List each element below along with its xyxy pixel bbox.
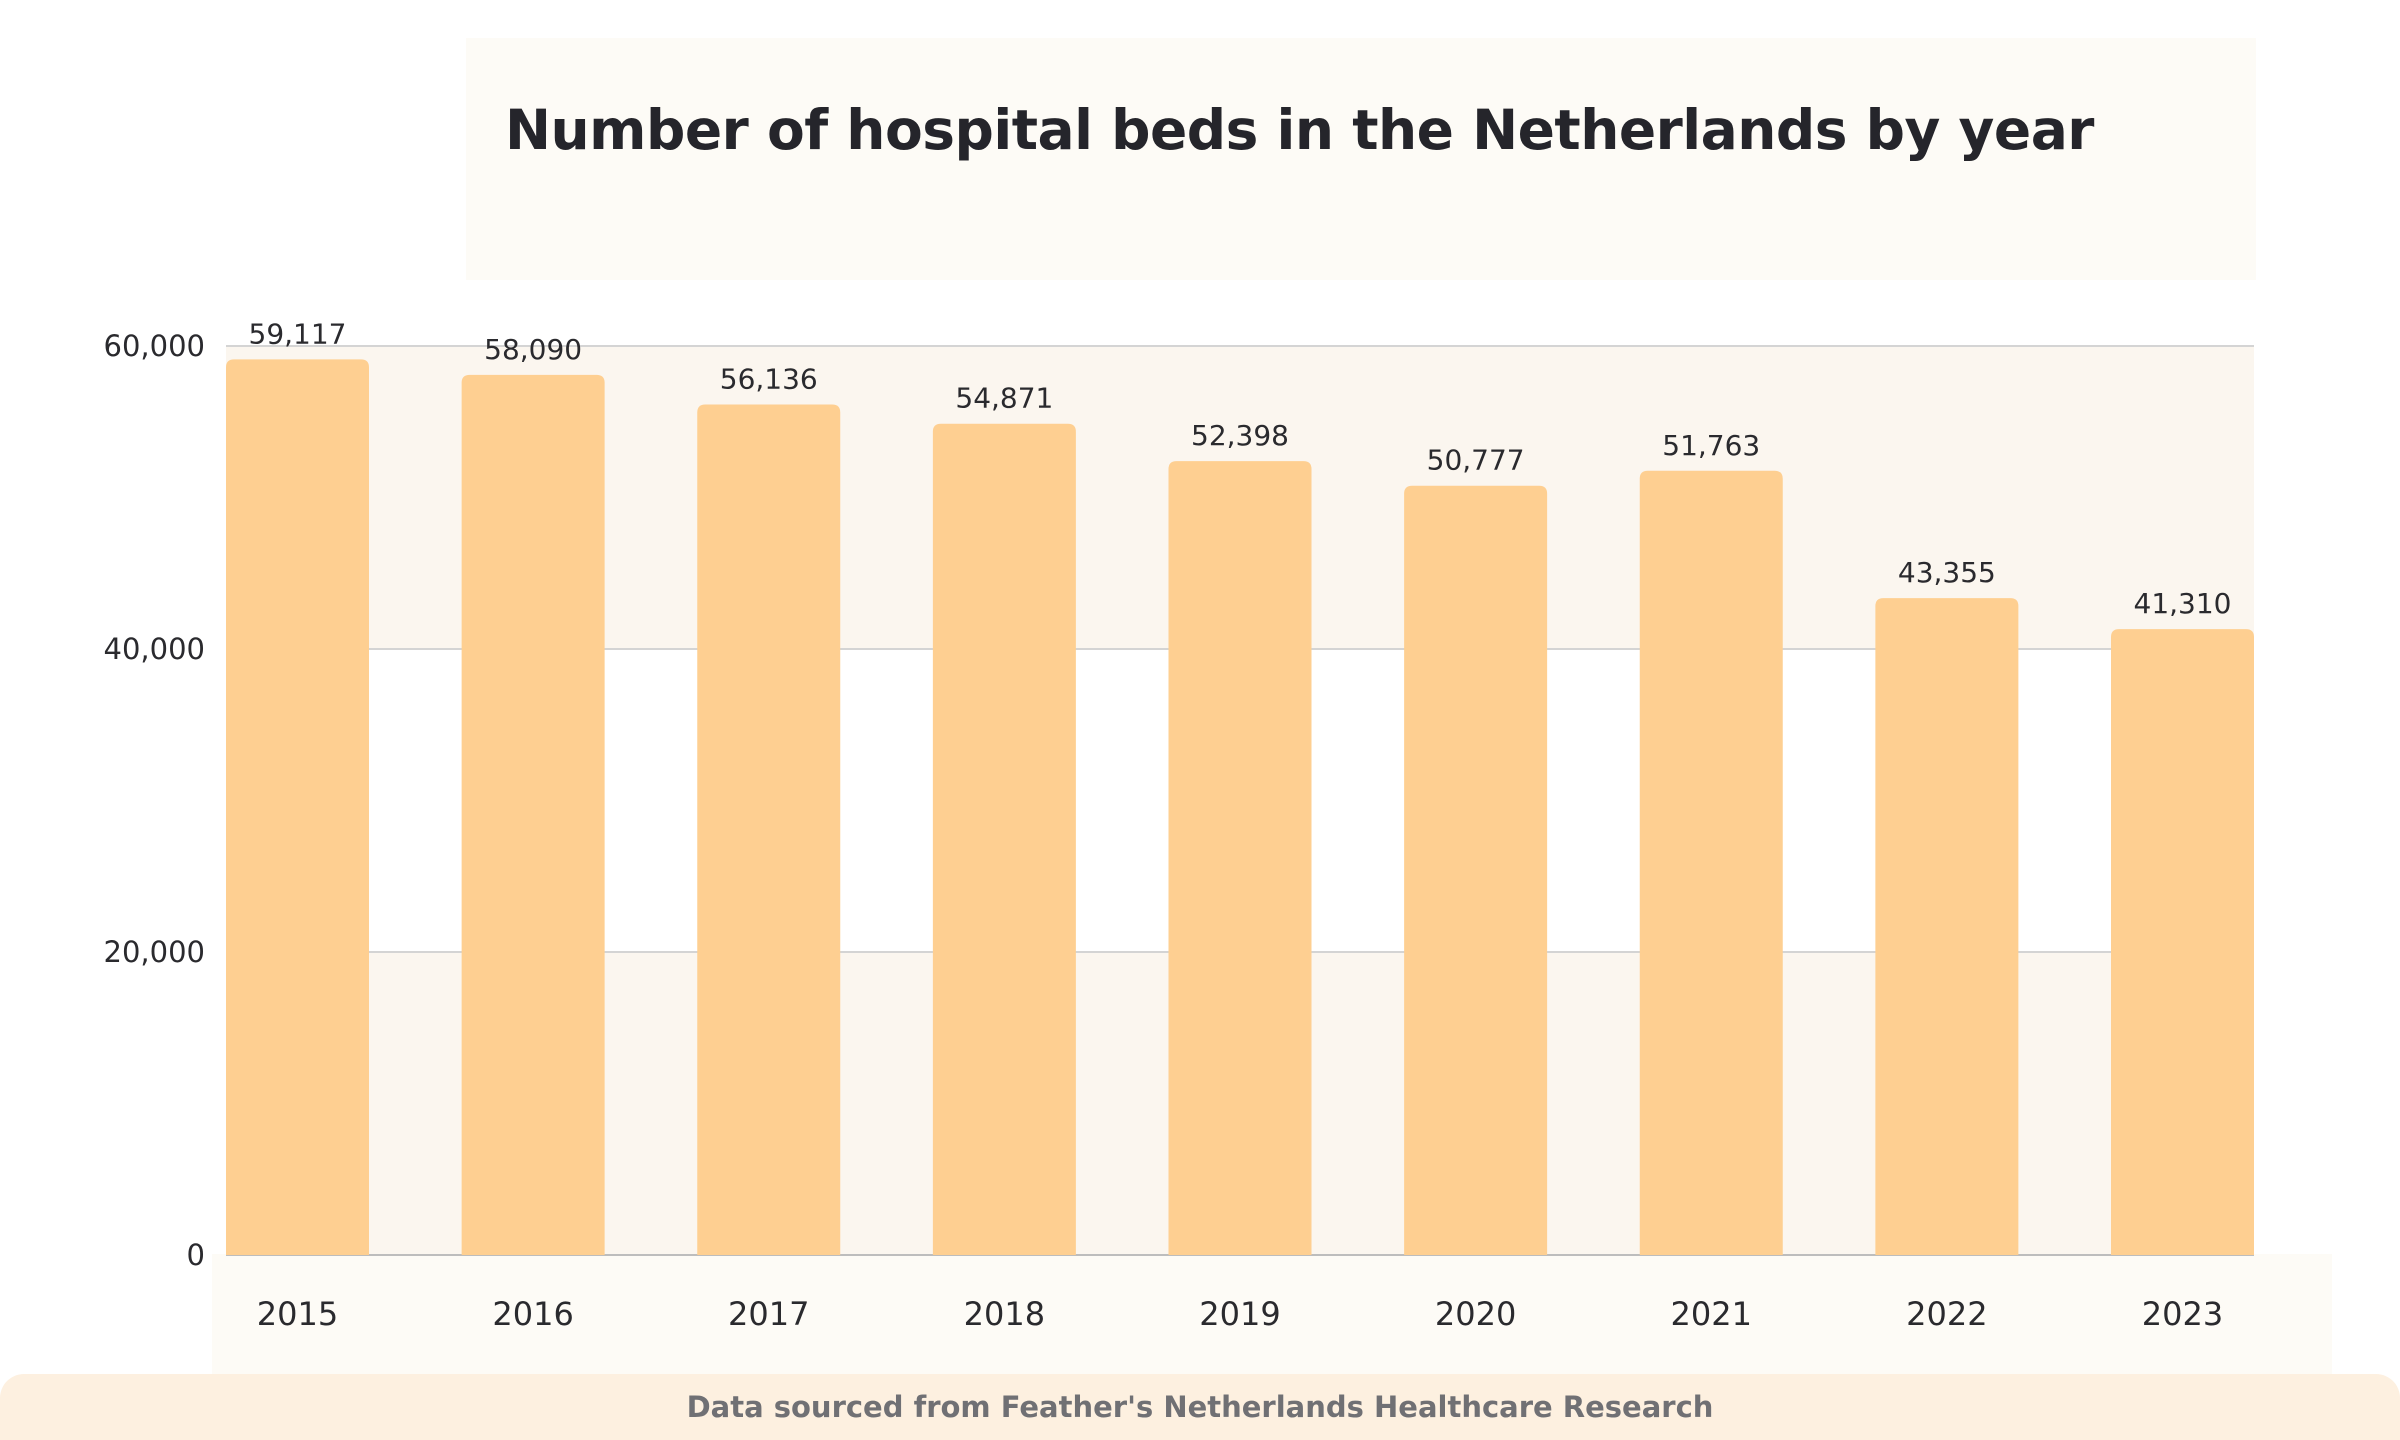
y-axis-ticks: 0 20,000 40,000 60,000: [104, 329, 205, 1272]
bar-2016: [461, 374, 605, 1255]
y-tick-label: 0: [187, 1238, 205, 1272]
data-label-2018: 54,871: [955, 382, 1053, 415]
bar-2017: [697, 404, 841, 1255]
x-tick-label-2017: 2017: [728, 1295, 809, 1333]
bar-2022: [1875, 598, 2019, 1255]
data-label-2016: 58,090: [484, 333, 582, 366]
x-tick-label-2018: 2018: [964, 1295, 1045, 1333]
x-tick-label-2015: 2015: [257, 1295, 338, 1333]
bar-2019: [1168, 461, 1312, 1255]
data-label-2017: 56,136: [720, 363, 818, 396]
x-axis-ticks: 2015 2016 2017 2018 2019 2020 2021 2022 2023: [257, 1295, 2223, 1333]
data-label-2019: 52,398: [1191, 419, 1289, 452]
footer-bar: Data sourced from Feather's Netherlands …: [0, 1374, 2400, 1440]
y-tick-label: 40,000: [104, 632, 205, 666]
data-label-2021: 51,763: [1662, 429, 1760, 462]
y-tick-label: 20,000: [104, 935, 205, 969]
y-tick-label: 60,000: [104, 329, 205, 363]
x-axis-panel: [212, 1254, 2332, 1374]
data-label-2015: 59,117: [249, 317, 347, 350]
title-panel: [466, 38, 2256, 280]
x-tick-label-2023: 2023: [2142, 1295, 2223, 1333]
bar-2020: [1404, 485, 1548, 1255]
data-label-2022: 43,355: [1898, 556, 1996, 589]
bar-2023: [2111, 629, 2254, 1255]
bar-2018: [932, 423, 1076, 1255]
x-tick-label-2022: 2022: [1906, 1295, 1987, 1333]
x-tick-label-2016: 2016: [492, 1295, 573, 1333]
x-tick-label-2021: 2021: [1671, 1295, 1752, 1333]
data-label-2020: 50,777: [1427, 444, 1525, 477]
bar-2021: [1639, 470, 1783, 1256]
bar-2015: [226, 359, 369, 1255]
x-tick-label-2020: 2020: [1435, 1295, 1516, 1333]
x-tick-label-2019: 2019: [1199, 1295, 1280, 1333]
bars: [226, 359, 2254, 1256]
data-labels: 59,117 58,090 56,136 54,871 52,398 50,777 51,7…: [249, 317, 2232, 620]
chart-title: Number of hospital beds in the Netherlan…: [505, 98, 2094, 162]
source-note: Data sourced from Feather's Netherlands …: [686, 1390, 1714, 1424]
data-label-2023: 41,310: [2134, 587, 2232, 620]
bar-chart: 0 20,000 40,000 60,000 2015 2016 2017 2018 2019…: [104, 317, 2254, 1333]
